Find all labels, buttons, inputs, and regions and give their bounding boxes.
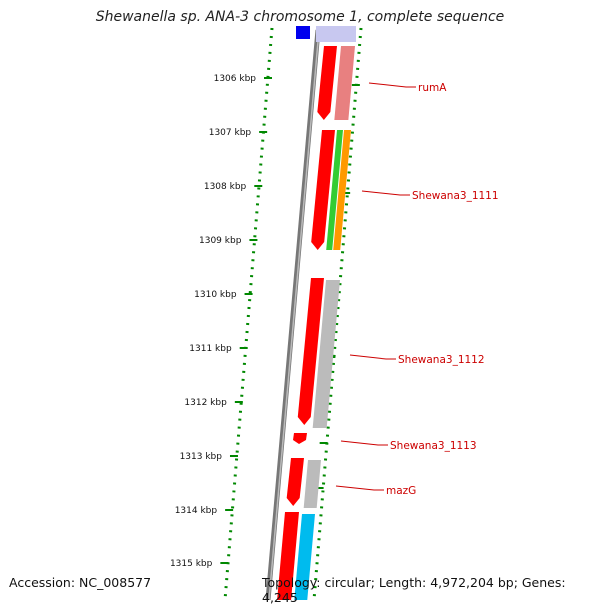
gene-grey[interactable] [312, 280, 340, 428]
ruler-label: 1313 kbp [180, 452, 223, 462]
ruler-label: 1311 kbp [189, 344, 232, 354]
gene-label[interactable]: rumA [418, 82, 447, 94]
gene-label-leader [340, 440, 388, 446]
topology-summary: Topology: circular; Length: 4,972,204 bp… [262, 575, 566, 605]
gene-red[interactable] [317, 46, 337, 120]
chromosome-backbone-highlight [268, 29, 320, 601]
gene-cyan[interactable] [294, 514, 315, 600]
ruler-label: 1312 kbp [184, 398, 227, 408]
ruler-label: 1314 kbp [175, 506, 218, 516]
gene-pink[interactable] [334, 46, 355, 120]
gene-grey[interactable] [303, 460, 321, 508]
gene-red[interactable] [286, 458, 304, 506]
gene-label-leader [349, 354, 396, 360]
chromosome-backbone [265, 29, 321, 601]
accession-text: Accession: NC_008577 [9, 575, 152, 590]
gene-label[interactable]: Shewana3_1113 [390, 440, 477, 452]
gene-label[interactable]: Shewana3_1112 [398, 354, 485, 366]
map-title: Shewanella sp. ANA-3 chromosome 1, compl… [95, 9, 505, 25]
gene-red[interactable] [297, 278, 324, 425]
ruler-label: 1306 kbp [214, 74, 257, 84]
gene-green[interactable] [326, 130, 343, 250]
gene-label[interactable]: mazG [386, 485, 416, 497]
feature-blue[interactable] [296, 26, 310, 39]
gene-label-leader [368, 82, 416, 88]
scale-dotted-line [223, 27, 274, 601]
ruler-label: 1315 kbp [170, 559, 213, 569]
gene-red[interactable] [311, 130, 335, 250]
ruler-label: 1307 kbp [209, 128, 252, 138]
ruler-label: 1309 kbp [199, 236, 242, 246]
gene-label-leader [361, 190, 410, 196]
ruler-label: 1310 kbp [194, 290, 237, 300]
gene-label[interactable]: Shewana3_1111 [412, 190, 499, 202]
gene-label-leader [335, 485, 384, 491]
gene-red[interactable] [277, 512, 299, 600]
gene-orange[interactable] [333, 130, 351, 250]
gene-red-small[interactable] [293, 433, 307, 444]
feature-lavender[interactable] [316, 26, 356, 42]
ruler-label: 1308 kbp [204, 182, 247, 192]
